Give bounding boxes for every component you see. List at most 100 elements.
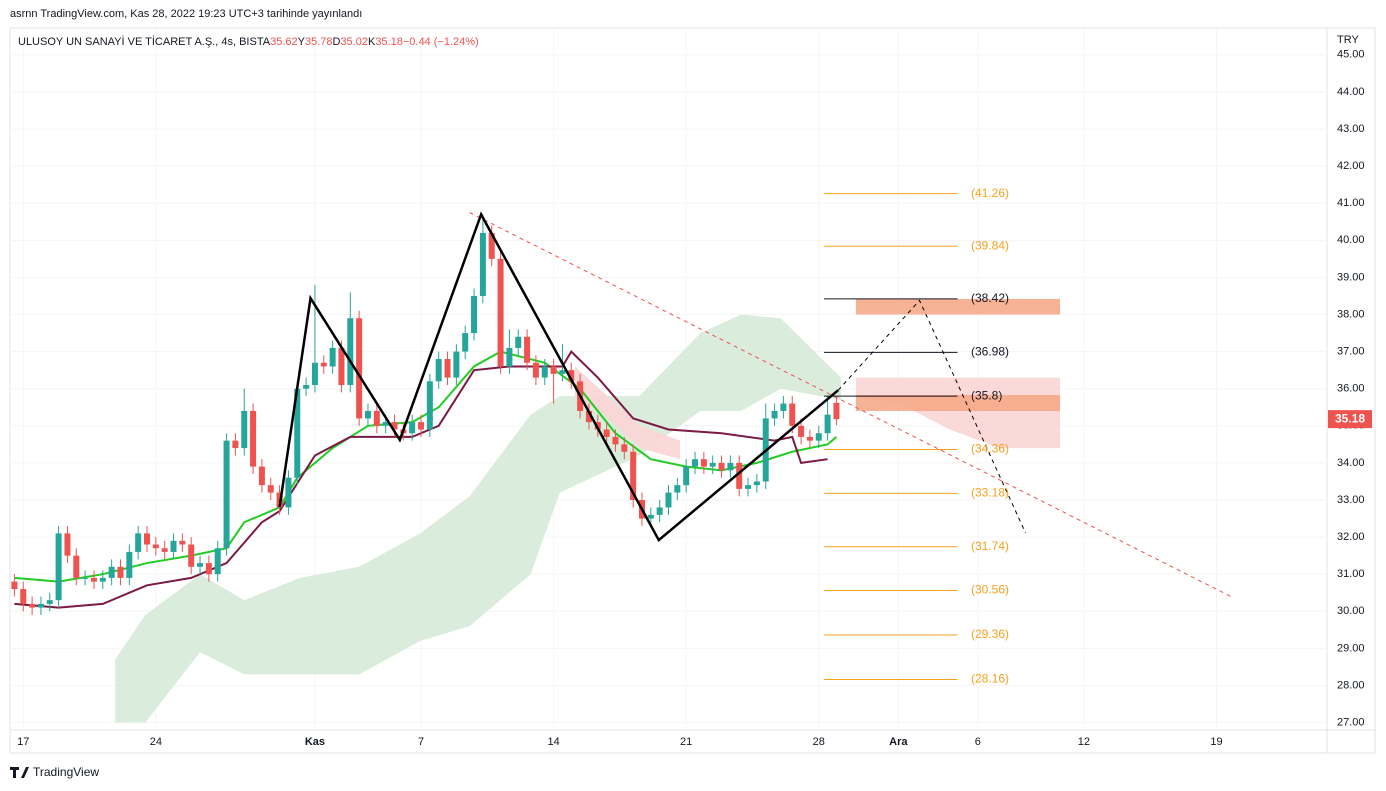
- y-tick-label: 37.00: [1337, 346, 1365, 358]
- candle-body: [347, 318, 354, 385]
- candle-body: [833, 402, 840, 420]
- x-tick-label: 17: [17, 736, 29, 748]
- candle-body: [824, 414, 831, 434]
- candle-body: [179, 540, 186, 545]
- candle-body: [356, 318, 363, 419]
- price-tag: [1328, 410, 1372, 429]
- candle-body: [656, 507, 663, 515]
- y-tick-label: 31.00: [1337, 568, 1365, 580]
- top-bar: asrnn TradingView.com, Kas 28, 2022 19:2…: [10, 8, 362, 20]
- candle-body: [382, 422, 389, 426]
- x-tick-label: 24: [150, 736, 162, 748]
- candle-body: [647, 514, 654, 519]
- candle-body: [524, 336, 531, 363]
- candle-body: [90, 577, 97, 582]
- candle-body: [188, 544, 195, 567]
- candle-body: [46, 600, 53, 604]
- ohlc-label: K: [368, 36, 376, 48]
- y-tick-label: 34.00: [1337, 457, 1365, 469]
- candle-body: [117, 566, 124, 578]
- candle-body: [692, 459, 699, 467]
- candle-body: [258, 466, 265, 486]
- candle-body: [126, 551, 133, 578]
- cloud: [574, 366, 680, 460]
- y-tick-label: 32.00: [1337, 531, 1365, 543]
- trendline: [469, 212, 1232, 598]
- candle-body: [665, 492, 672, 508]
- x-tick-label: 28: [813, 736, 825, 748]
- candle-body: [37, 603, 44, 608]
- symbol: ULUSOY UN SANAYİ VE TİCARET A.Ş., 4s, BI…: [18, 35, 264, 48]
- candle-body: [532, 362, 539, 378]
- currency: TRY: [1337, 34, 1359, 46]
- fib-label: (36.98): [971, 345, 1009, 359]
- candle-body: [789, 403, 796, 426]
- candle-body: [329, 347, 336, 367]
- pattern-line: [278, 211, 840, 543]
- x-tick-label: 21: [680, 736, 692, 748]
- candle-body: [506, 347, 513, 367]
- x-tick-label: 7: [418, 736, 424, 748]
- ohlc-label: D: [332, 36, 340, 48]
- ohlc-label: Y: [298, 36, 306, 48]
- candle-body: [630, 451, 637, 500]
- candle-body: [550, 366, 557, 374]
- candle-body: [205, 563, 212, 575]
- y-tick-label: 29.00: [1337, 642, 1365, 654]
- footer-brand: TradingView: [33, 765, 99, 779]
- cloud: [855, 377, 1061, 449]
- candle-body: [232, 440, 239, 449]
- candle-body: [338, 347, 345, 385]
- candle-body: [736, 462, 743, 489]
- candle-body: [320, 362, 327, 367]
- y-tick-label: 33.00: [1337, 494, 1365, 506]
- y-tick-label: 30.00: [1337, 605, 1365, 617]
- candle-body: [541, 366, 548, 378]
- candle-body: [753, 481, 760, 486]
- candle-body: [718, 462, 725, 471]
- y-tick-label: 41.00: [1337, 197, 1365, 209]
- candle-body: [135, 533, 142, 552]
- y-tick-label: 28.00: [1337, 679, 1365, 691]
- candle-body: [197, 563, 204, 567]
- candle-body: [29, 603, 36, 608]
- fib-label: (39.84): [971, 238, 1009, 252]
- fib-label: (38.42): [971, 291, 1009, 305]
- candle-body: [214, 548, 221, 575]
- candle-body: [603, 429, 610, 437]
- candle-body: [727, 462, 734, 471]
- candle-body: [488, 232, 495, 259]
- candle-body: [453, 351, 460, 378]
- candle-body: [435, 359, 442, 382]
- candle-body: [806, 436, 813, 441]
- zone: [855, 298, 1061, 315]
- candle-body: [815, 433, 822, 441]
- candle-body: [515, 336, 522, 348]
- cloud: [115, 314, 841, 723]
- candle-body: [479, 232, 486, 296]
- y-tick-label: 45.00: [1337, 49, 1365, 61]
- candle-body: [250, 410, 257, 467]
- candle-body: [161, 548, 168, 552]
- candle-body: [241, 410, 248, 449]
- candle-body: [73, 555, 80, 578]
- y-tick-label: 27.00: [1337, 716, 1365, 728]
- candle-body: [108, 566, 115, 578]
- candle-body: [223, 440, 230, 549]
- y-tick-label: 40.00: [1337, 234, 1365, 246]
- candle-body: [771, 410, 778, 419]
- candle-body: [373, 410, 380, 426]
- candle-body: [745, 485, 752, 489]
- x-tick-label: 19: [1210, 736, 1222, 748]
- x-tick-label: 14: [547, 736, 559, 748]
- candle-body: [462, 333, 469, 352]
- fib-label: (29.36): [971, 627, 1009, 641]
- candle-body: [559, 370, 566, 374]
- candle-body: [798, 425, 805, 437]
- legend: ULUSOY UN SANAYİ VE TİCARET A.Ş., 4s, BI…: [18, 35, 479, 48]
- candle-body: [267, 485, 274, 493]
- y-tick-label: 43.00: [1337, 123, 1365, 135]
- x-tick-label: Ara: [889, 736, 908, 748]
